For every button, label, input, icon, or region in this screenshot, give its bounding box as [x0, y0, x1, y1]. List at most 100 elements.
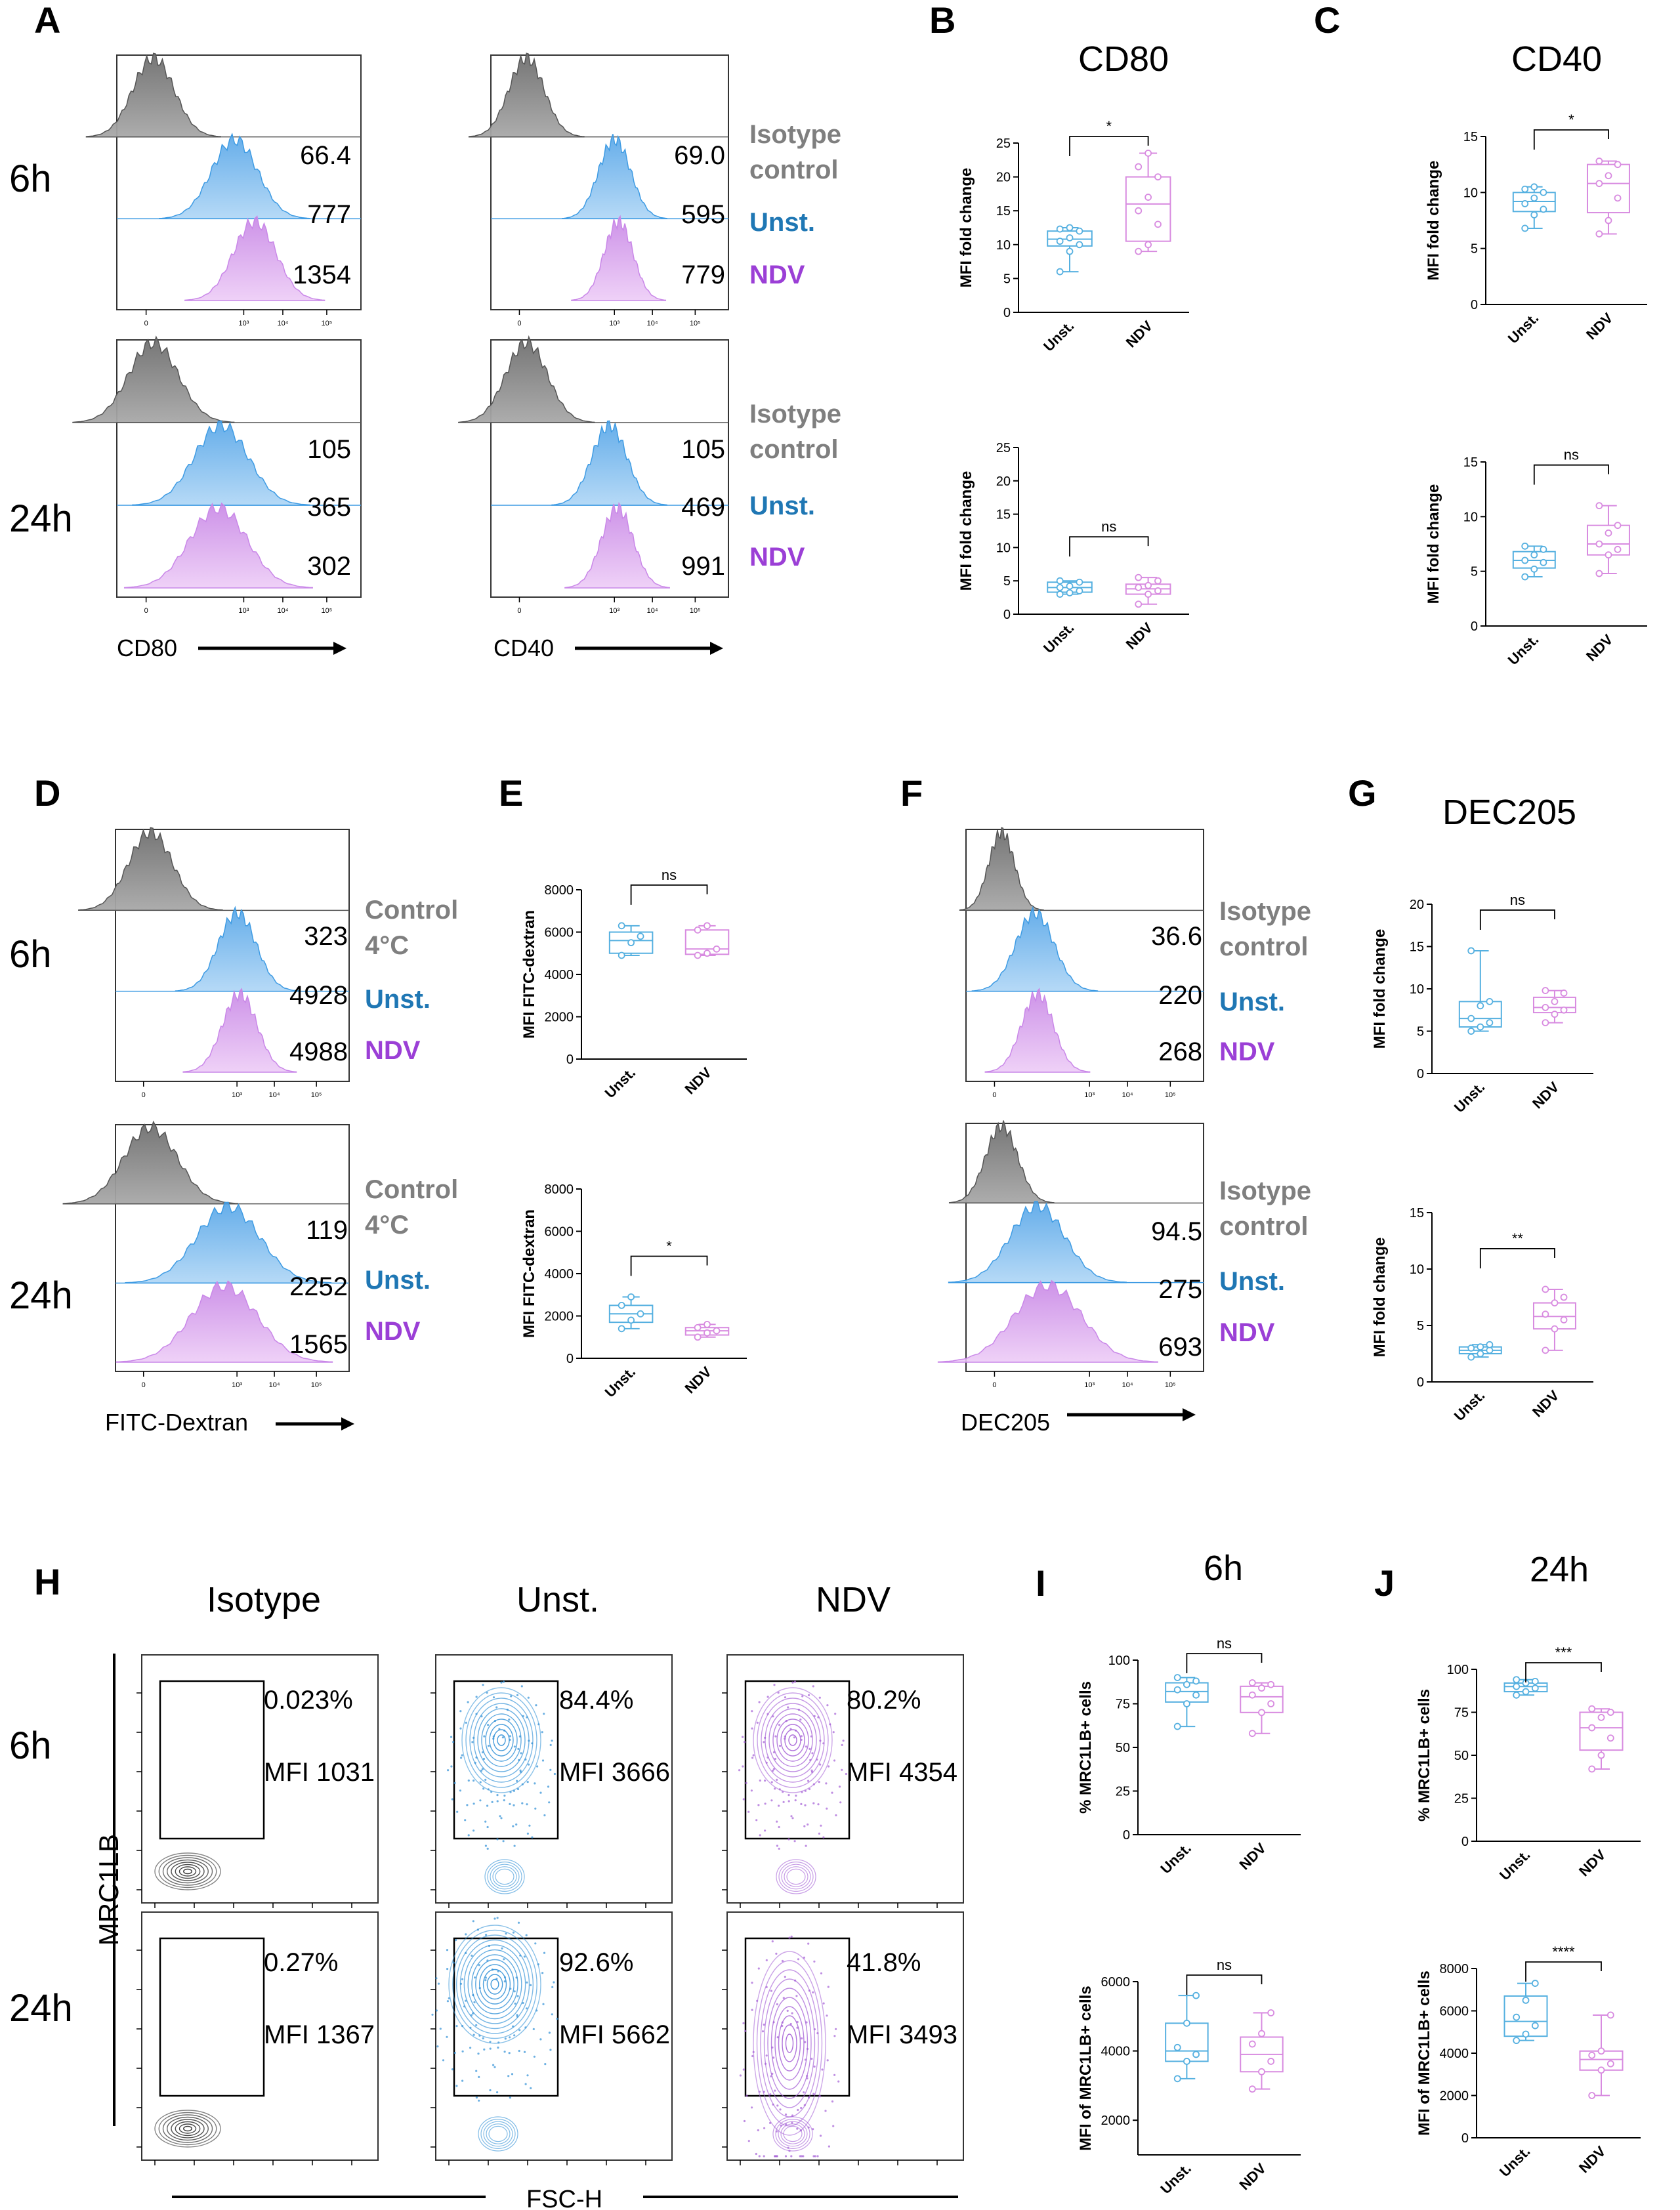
- legend-f-6h-ndv: NDV: [1219, 1037, 1275, 1066]
- contour-dot-24h-unst-6: [478, 2099, 480, 2102]
- boxplot-J1-point-1-3: [1588, 1724, 1596, 1732]
- contour-dot-6h-unst-34: [541, 1759, 545, 1762]
- contour-dot-24h-unst-87: [497, 2046, 499, 2049]
- hist-peak-a-1-2: [123, 502, 313, 589]
- boxplot-B2-significance: ns: [1101, 518, 1116, 535]
- contour-panel-6h-iso: [136, 1654, 379, 1908]
- contour-dot-24h-ndv-101: [761, 2030, 765, 2033]
- contour-dot-6h-ndv-36: [791, 1681, 794, 1684]
- boxplot-G1-point-1-1: [1551, 1011, 1559, 1018]
- contour-dot-24h-unst-22: [453, 2051, 456, 2054]
- boxplot-B1-title: CD80: [1078, 39, 1169, 79]
- contour-dot-24h-unst-28: [472, 1920, 474, 1923]
- contour-dot-6h-unst-0: [536, 1765, 539, 1768]
- contour-ring-6h-unst-9: [465, 1692, 537, 1788]
- contour-dot-24h-ndv-20: [757, 1967, 760, 1970]
- contour-dot-6h-unst-86: [522, 1715, 524, 1717]
- contour-dot-6h-ndv-49: [785, 1720, 788, 1722]
- contour-ring-6h-iso-8: [154, 1852, 221, 1890]
- contour-panel-24h-ndv: [722, 1911, 964, 2165]
- row-label-24h-h: 24h: [9, 1987, 73, 2030]
- contour-dot-24h-unst-0: [536, 2009, 538, 2012]
- contour-tail-24h-unst-2: [486, 2123, 511, 2144]
- contour-dot-6h-ndv-76: [810, 1770, 814, 1773]
- boxplot-I2-ytick-label-0: 2000: [1101, 2114, 1131, 2128]
- hist-peak-a2-1-1: [551, 420, 667, 506]
- boxplot-C2-ytick-label-1: 5: [1471, 565, 1478, 579]
- boxplot-G1-point-0-5: [1486, 997, 1494, 1005]
- contour-dot-6h-ndv-41: [772, 1715, 774, 1718]
- contour-tail-24h-unst-3: [483, 2121, 513, 2147]
- contour-column-titles: Isotype Unst. NDV: [207, 1580, 891, 1619]
- contour-dot-6h-unst-104: [492, 1696, 495, 1699]
- boxplot-C2-point-0-1: [1530, 565, 1538, 573]
- hist-frame-d-0: [115, 829, 350, 1082]
- boxplot-J1-point-1-4: [1597, 1713, 1605, 1721]
- contour-24h-iso-mfi: MFI 1367: [264, 2020, 375, 2049]
- contour-dot-6h-unst-28: [482, 1684, 484, 1686]
- contour-dot-6h-unst-17: [447, 1769, 450, 1772]
- contour-dot-6h-ndv-42: [838, 1785, 841, 1788]
- boxplot-I2: 2000 4000 6000 MFI of MRC1LB+ cells Unst. NDV…: [1077, 1957, 1301, 2197]
- contour-dot-24h-ndv-25: [744, 2030, 747, 2032]
- contour-dot-6h-ndv-51: [771, 1769, 774, 1772]
- boxplot-C2-point-1-3: [1595, 540, 1603, 548]
- hist-peak-d-1-1: [125, 1201, 332, 1284]
- contour-ring-6h-ndv-5: [772, 1713, 813, 1767]
- histogram-panels: 0 10³ 10⁴ 10⁵ 0 10³ 10⁴ 10⁵ 0 10³ 10⁴ 10⁵ 0 10³ 10⁴ 10⁵…: [62, 52, 1204, 1389]
- contour-dot-24h-ndv-37: [807, 2126, 810, 2129]
- contour-dot-6h-unst-40: [496, 1800, 499, 1803]
- contour-dot-24h-ndv-78: [795, 1995, 798, 1997]
- boxplot-J1-point-0-0: [1513, 1691, 1521, 1699]
- contour-dot-24h-ndv-41: [770, 1990, 772, 1992]
- boxplot-B2: 0 5 10 15 20 25 MFI fold change Unst. NDV ns: [957, 441, 1189, 656]
- contour-dot-6h-unst-48: [486, 1804, 489, 1807]
- contour-dot-6h-unst-41: [480, 1715, 483, 1718]
- boxplot-B1-point-0-2: [1076, 241, 1083, 249]
- hist-value-d-6h-ndv: 4988: [289, 1037, 348, 1066]
- contour-dot-24h-ndv-69: [758, 2155, 761, 2158]
- contour-dot-6h-unst-100: [509, 1803, 511, 1805]
- contour-dot-24h-unst-23: [505, 1932, 507, 1935]
- legend-f-6h-iso1: Isotype: [1219, 897, 1311, 926]
- boxplot-J1-point-1-2: [1606, 1734, 1614, 1742]
- contour-dot-24h-ndv-82: [774, 2155, 776, 2158]
- boxplot-C1-box-1: [1586, 163, 1630, 214]
- contour-dot-6h-unst-33: [465, 1721, 467, 1724]
- boxplot-G1-ytick-label-3: 15: [1410, 940, 1424, 955]
- contour-ring-24h-unst-1: [490, 1978, 499, 1990]
- contour-dot-24h-ndv-94: [822, 2002, 825, 2005]
- legend-a2-6h-unst: Unst.: [749, 208, 815, 237]
- contour-dot-24h-unst-91: [496, 1917, 499, 1919]
- boxplot-B2-ytick-label-1: 5: [1003, 574, 1011, 589]
- hist-tick-label-a-1-1: 10³: [238, 607, 249, 615]
- boxplot-B1-point-1-0: [1135, 247, 1143, 255]
- contour-dot-24h-unst-97: [532, 2028, 535, 2030]
- contour-dot-24h-unst-76: [516, 2015, 519, 2018]
- contour-dot-6h-unst-70: [498, 1728, 501, 1730]
- boxplot-I2-y-label: MFI of MRC1LB+ cells: [1077, 1986, 1095, 2150]
- contour-dot-24h-ndv-4: [752, 2051, 755, 2053]
- contour-dot-24h-ndv-67: [763, 2023, 765, 2026]
- contour-dot-24h-unst-36: [494, 1917, 496, 1920]
- boxplot-I1-ytick-label-1: 25: [1116, 1785, 1130, 1799]
- contour-dot-24h-ndv-49: [782, 1997, 785, 1999]
- contour-dot-6h-unst-68: [524, 1758, 527, 1761]
- hist-value-a2-24h-isotype: 105: [681, 435, 725, 464]
- contour-dot-24h-ndv-13: [804, 2058, 807, 2061]
- hist-tick-label-a2-0-2: 10⁴: [647, 320, 658, 327]
- hist-values-f: 36.6 220 268 94.5 275 693 Isotype contro…: [1151, 897, 1311, 1362]
- contour-ring-24h-unst-2: [486, 1974, 503, 1995]
- boxplot-G1-bracket: [1479, 909, 1555, 930]
- boxplot-G2-point-0-0: [1467, 1353, 1475, 1361]
- contour-dot-6h-ndv-24: [801, 1791, 803, 1793]
- contour-dot-24h-ndv-98: [769, 2093, 772, 2096]
- boxplot-B2-point-0-4: [1066, 582, 1074, 590]
- boxplot-B2-point-1-1: [1144, 591, 1152, 598]
- legend-d-24h-unst: Unst.: [365, 1266, 430, 1295]
- contour-dot-24h-ndv-17: [739, 2074, 742, 2077]
- boxplot-G2-ytick-label-1: 5: [1417, 1319, 1424, 1333]
- contour-tail-6h-ndv-3: [781, 1864, 811, 1890]
- boxplot-G1-category-0: Unst.: [1451, 1079, 1488, 1116]
- boxplot-G2-point-0-4: [1477, 1343, 1484, 1351]
